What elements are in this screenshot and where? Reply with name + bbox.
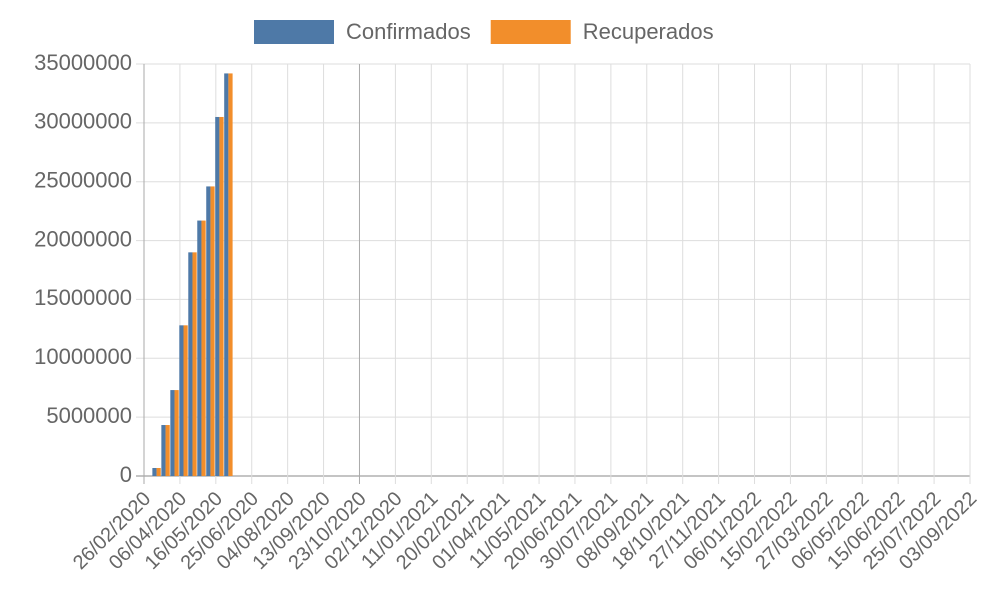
y-tick-label: 25000000 xyxy=(34,168,132,193)
bar xyxy=(224,73,229,476)
bar xyxy=(219,116,224,476)
y-tick-label: 35000000 xyxy=(34,50,132,75)
bar xyxy=(201,220,206,476)
legend-swatch xyxy=(490,20,571,44)
bar xyxy=(156,467,161,476)
y-tick-label: 30000000 xyxy=(34,109,132,134)
legend-label: Confirmados xyxy=(346,19,471,44)
y-tick-label: 20000000 xyxy=(34,226,132,251)
bar xyxy=(188,252,193,476)
bar xyxy=(210,186,215,476)
y-tick-label: 15000000 xyxy=(34,285,132,310)
bar xyxy=(206,186,211,476)
bar xyxy=(228,73,233,476)
bar xyxy=(192,252,197,476)
bar xyxy=(170,390,175,476)
bar xyxy=(174,390,179,476)
bar xyxy=(197,220,202,476)
bar xyxy=(152,467,157,476)
y-tick-label: 10000000 xyxy=(34,344,132,369)
legend-label: Recuperados xyxy=(583,19,714,44)
bar xyxy=(165,425,170,476)
y-tick-label: 5000000 xyxy=(46,403,132,428)
bar xyxy=(179,325,184,476)
bar xyxy=(183,325,188,476)
bar xyxy=(161,425,166,476)
legend-swatch xyxy=(254,20,334,44)
y-tick-label: 0 xyxy=(120,462,132,487)
bar xyxy=(215,116,220,476)
